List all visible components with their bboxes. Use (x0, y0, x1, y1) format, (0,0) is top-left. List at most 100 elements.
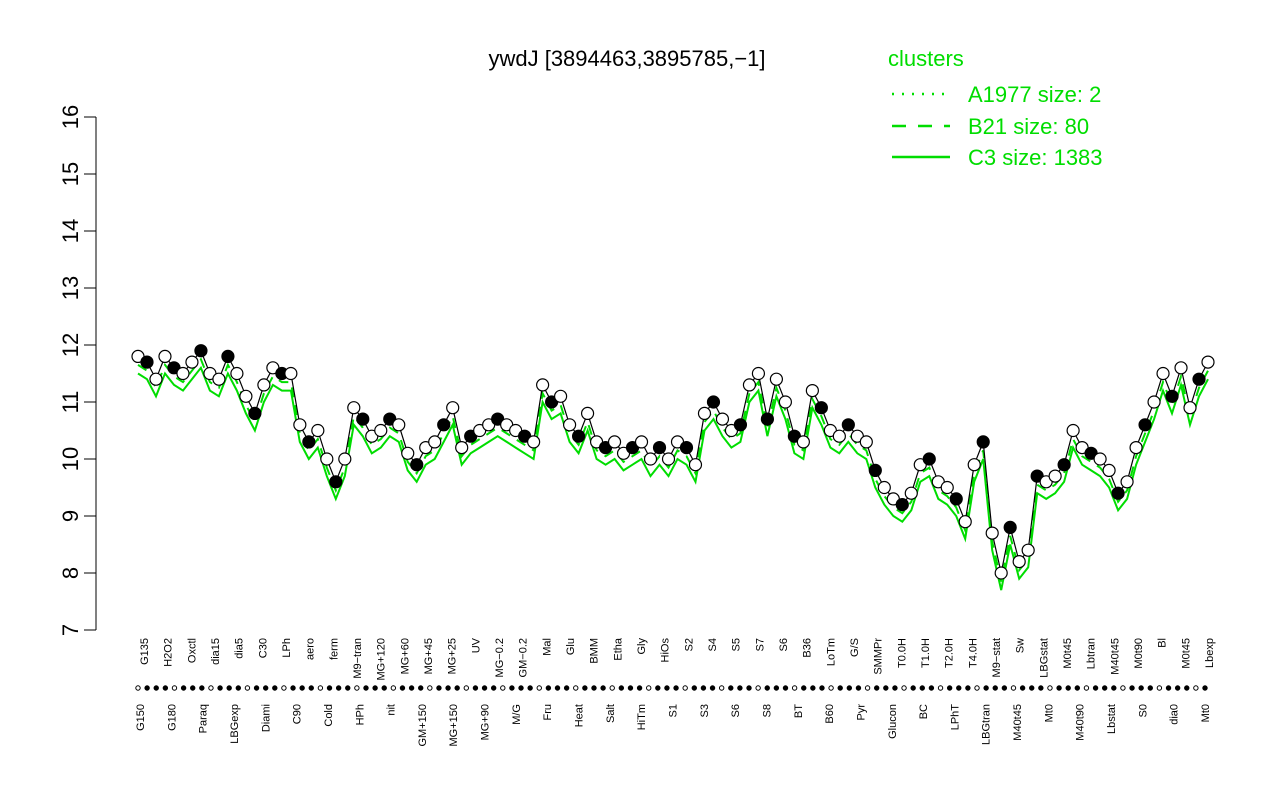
data-point (895, 498, 909, 512)
x-tick-label: BT (793, 704, 805, 718)
data-point (688, 458, 703, 472)
x-tick-mark (208, 685, 214, 691)
x-tick-mark (718, 685, 725, 691)
x-tick-label: Mt0 (1200, 704, 1212, 722)
x-tick-label: GM+150 (417, 704, 429, 747)
x-tick-label: S8 (761, 704, 773, 717)
x-tick-label: MG+45 (423, 638, 435, 674)
data-point (1174, 361, 1188, 375)
x-tick-label: dia5 (234, 638, 246, 659)
data-point (455, 441, 469, 455)
x-tick-label: S7 (754, 638, 766, 651)
x-axis: G135 H2O2 Oxctl dia15 dia5 C30 LPh aero ferm M9−t… (135, 637, 1216, 746)
x-tick-label: LBGexp (229, 704, 241, 744)
x-tick-mark (436, 685, 442, 691)
plot-area (131, 344, 1215, 591)
x-tick-mark (317, 685, 324, 691)
x-tick-label: Oxctl (186, 638, 198, 663)
x-tick-label: HiTm (636, 704, 648, 730)
x-tick-label: Mt0 (1043, 704, 1055, 722)
data-point (994, 566, 1008, 580)
x-tick-label: M0t45 (1180, 638, 1192, 669)
x-tick-mark (636, 685, 643, 691)
x-tick-mark (746, 685, 752, 691)
data-point (1129, 441, 1143, 455)
x-tick-mark (819, 685, 825, 691)
x-tick-mark (837, 685, 843, 691)
x-tick-mark (1065, 685, 1071, 691)
data-point (841, 418, 855, 432)
x-tick-mark (308, 685, 314, 691)
chart-title: ywdJ [3894463,3895785,−1] (488, 46, 765, 71)
legend: clusters A1977 size: 2 B21 size: 80 C3 s… (888, 46, 1103, 170)
x-tick-label: BMM (589, 638, 601, 664)
data-point (446, 401, 460, 415)
x-tick-mark (673, 685, 679, 691)
x-tick-mark (390, 685, 397, 691)
data-point (149, 372, 163, 386)
data-point (940, 480, 954, 495)
x-tick-label: MG+150 (448, 704, 460, 747)
x-tick-mark (1174, 685, 1181, 691)
x-tick-mark (709, 685, 716, 691)
x-tick-mark (600, 685, 606, 691)
data-point (1156, 366, 1170, 381)
data-point (796, 435, 810, 449)
x-tick-mark (509, 685, 515, 691)
x-tick-mark (326, 685, 333, 691)
x-tick-mark (1202, 685, 1208, 691)
data-point (877, 480, 891, 495)
data-point (868, 463, 882, 477)
x-tick-label: B36 (802, 638, 814, 658)
data-point (661, 452, 676, 466)
x-tick-label: Salt (605, 704, 617, 723)
x-tick-mark (928, 685, 935, 691)
x-tick-label: SMMPr (873, 638, 885, 675)
x-tick-mark (253, 685, 260, 691)
data-point (1147, 395, 1161, 409)
data-point (194, 344, 208, 358)
x-tick-label: G/S (849, 638, 861, 657)
x-tick-mark (1001, 685, 1008, 691)
y-tick-label: 7 (58, 624, 83, 636)
x-tick-label: HiOs (660, 638, 672, 663)
x-tick-mark (171, 685, 178, 691)
x-tick-mark (664, 685, 670, 691)
data-point (1201, 355, 1215, 369)
data-point (239, 389, 253, 403)
x-tick-mark (563, 685, 570, 691)
x-tick-label: H2O2 (163, 638, 175, 667)
x-tick-label: ferm (328, 638, 340, 660)
data-point (356, 412, 370, 426)
x-tick-label: Paraq (198, 704, 210, 733)
x-tick-label: dia0 (1169, 704, 1181, 725)
x-tick-mark (901, 685, 907, 691)
x-tick-label: MG+25 (447, 638, 459, 674)
data-point (221, 349, 235, 363)
x-tick-label: C30 (257, 638, 269, 658)
x-tick-mark (1120, 685, 1126, 691)
data-point (437, 418, 451, 432)
data-point (1066, 423, 1080, 438)
data-point (805, 384, 819, 398)
x-tick-label: LPh (281, 638, 293, 658)
data-point (859, 435, 873, 449)
data-point (715, 412, 730, 426)
x-tick-label: M/G (511, 704, 523, 725)
data-point (697, 406, 712, 420)
x-tick-mark (454, 685, 460, 691)
x-tick-label: G150 (135, 704, 147, 731)
data-point (257, 378, 271, 392)
x-tick-label: S4 (707, 638, 719, 651)
y-axis: 7 8 9 10 11 12 13 14 15 16 (58, 105, 97, 636)
x-tick-mark (965, 685, 971, 691)
x-tick-mark (290, 685, 296, 691)
x-tick-mark (472, 685, 479, 691)
x-tick-mark (1165, 685, 1172, 691)
x-tick-mark (1184, 685, 1190, 691)
x-tick-label: HPh (354, 704, 366, 725)
x-tick-mark (1038, 685, 1044, 691)
y-tick-label: 13 (58, 276, 83, 300)
data-point (706, 395, 721, 409)
data-point (1093, 452, 1107, 466)
